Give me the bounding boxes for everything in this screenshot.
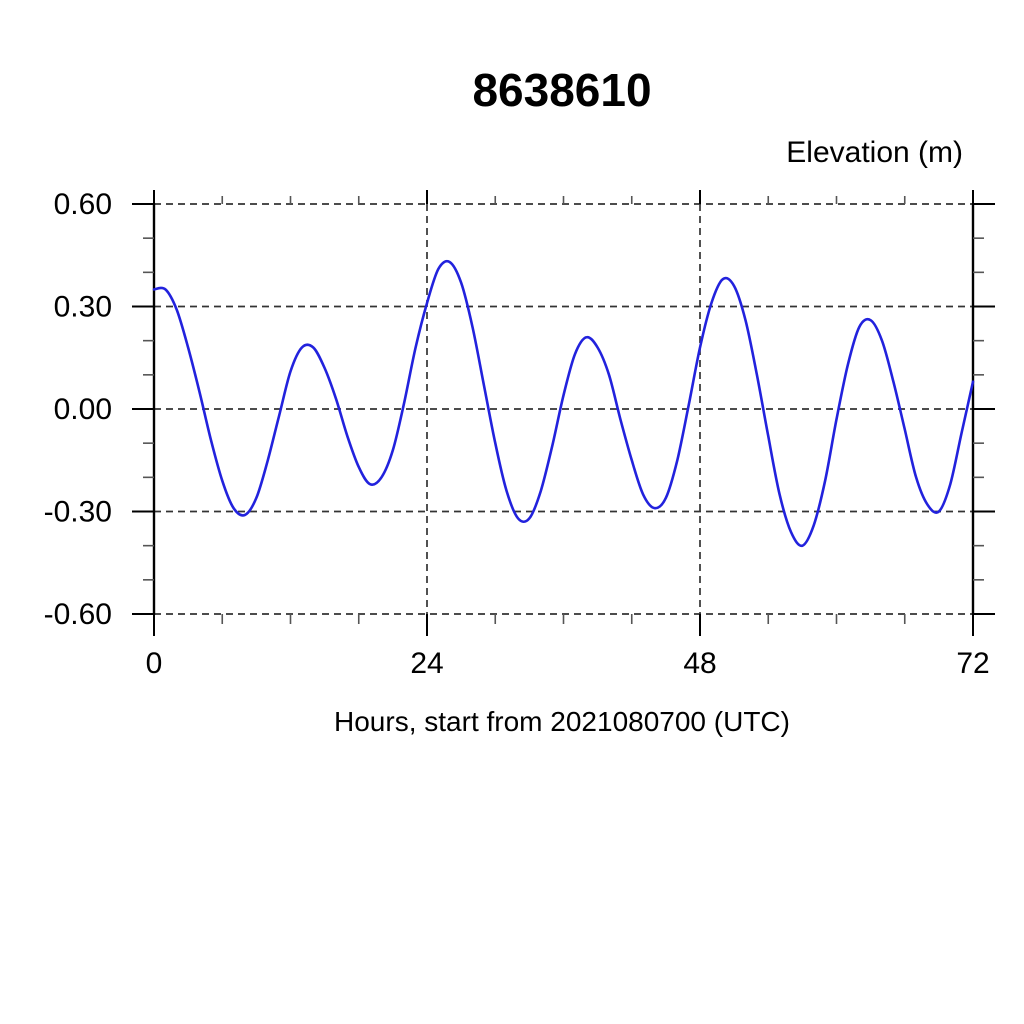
chart-title: 8638610 xyxy=(472,64,651,116)
y-tick-label: 0.60 xyxy=(54,188,112,221)
y-tick-label: 0.00 xyxy=(54,393,112,426)
y-tick-label: 0.30 xyxy=(54,291,112,324)
plot-area: 0.60 0.30 0.00 -0.30 -0.60 0 24 48 72 xyxy=(44,188,995,680)
x-tick-label: 0 xyxy=(146,647,163,680)
x-tick-label: 72 xyxy=(956,647,989,680)
elevation-curve xyxy=(152,259,975,548)
x-tick-label: 24 xyxy=(410,647,443,680)
x-axis-title: Hours, start from 2021080700 (UTC) xyxy=(334,706,790,737)
x-tick-label: 48 xyxy=(683,647,716,680)
y-tick-label: -0.30 xyxy=(44,496,112,529)
y-tick-label: -0.60 xyxy=(44,598,112,631)
y-axis-title: Elevation (m) xyxy=(786,136,963,169)
